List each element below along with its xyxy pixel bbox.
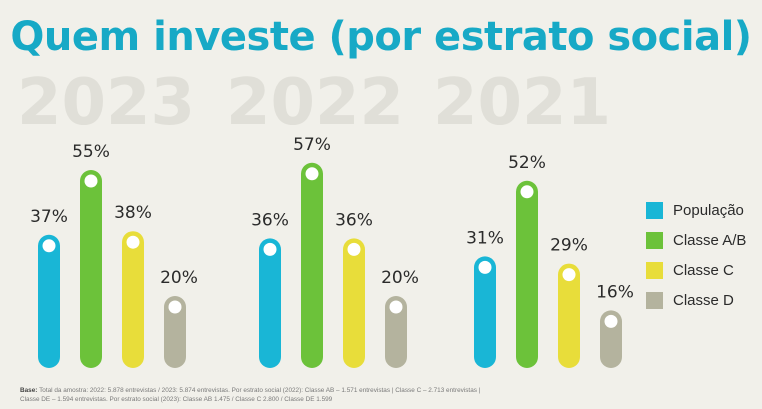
value-label-2023-classe-d: 20% — [160, 268, 198, 288]
bar-dot-2023-classe-c — [126, 235, 140, 249]
legend-item-classe-c: Classe C — [646, 256, 746, 284]
bar-dot-2022-classe-d — [389, 300, 403, 314]
value-label-2023-popula-o: 37% — [30, 207, 68, 227]
legend-label-classe-ab: Classe A/B — [673, 231, 747, 249]
value-label-2022-classe-c: 36% — [335, 210, 373, 230]
legend-label-populacao: População — [673, 201, 744, 219]
bar-2021-classe-a-b — [516, 180, 538, 368]
footnote-label: Base: — [20, 387, 38, 394]
footnote-line2: Classe DE – 1.594 entrevistas. Por estra… — [20, 396, 333, 403]
value-label-2021-classe-d: 16% — [596, 282, 634, 302]
legend-item-classe-d: Classe D — [646, 286, 746, 314]
bar-2022-classe-d — [385, 296, 407, 368]
footnote-line1: Total da amostra: 2022: 5.878 entrevista… — [39, 387, 481, 394]
legend-swatch-classe-ab — [646, 231, 663, 249]
bar-dot-2023-popula-o — [42, 239, 56, 253]
bar-dot-2021-classe-c — [562, 268, 576, 282]
legend-item-populacao: População — [646, 196, 746, 224]
bar-2022-popula-o — [259, 238, 281, 368]
legend-label-classe-c: Classe C — [673, 261, 734, 279]
legend-swatch-classe-d — [646, 291, 663, 309]
legend-item-classe-ab: Classe A/B — [646, 226, 746, 254]
bar-dot-2021-classe-d — [604, 314, 618, 328]
bar-2022-classe-a-b — [301, 162, 323, 368]
bar-2023-classe-a-b — [80, 170, 102, 368]
chart-title: Quem investe (por estrato social) — [10, 14, 752, 60]
bar-dot-2023-classe-a-b — [84, 174, 98, 188]
bar-dot-2022-popula-o — [263, 242, 277, 256]
bar-dot-2021-popula-o — [478, 260, 492, 274]
year-label-2021: 2021 — [433, 66, 611, 140]
bar-2022-classe-c — [343, 238, 365, 368]
bar-dot-2021-classe-a-b — [520, 185, 534, 199]
legend-swatch-classe-c — [646, 261, 663, 279]
value-label-2021-classe-a-b: 52% — [508, 153, 546, 173]
value-label-2021-classe-c: 29% — [550, 236, 588, 256]
value-label-2023-classe-c: 38% — [114, 203, 152, 223]
value-label-2022-classe-d: 20% — [381, 268, 419, 288]
footnote: Base: Total da amostra: 2022: 5.878 entr… — [20, 386, 740, 404]
legend-swatch-populacao — [646, 201, 663, 219]
bar-dot-2023-classe-d — [168, 300, 182, 314]
year-label-2023: 2023 — [17, 66, 195, 140]
bar-2021-popula-o — [474, 256, 496, 368]
value-label-2021-popula-o: 31% — [466, 228, 504, 248]
bar-dot-2022-classe-a-b — [305, 167, 319, 181]
value-label-2023-classe-a-b: 55% — [72, 142, 110, 162]
bar-dot-2022-classe-c — [347, 242, 361, 256]
year-label-2022: 2022 — [226, 66, 404, 140]
value-label-2022-classe-a-b: 57% — [293, 135, 331, 155]
bar-2023-classe-c — [122, 231, 144, 368]
bar-2023-popula-o — [38, 234, 60, 368]
bar-2021-classe-c — [558, 263, 580, 368]
value-label-2022-popula-o: 36% — [251, 210, 289, 230]
legend: População Classe A/B Classe C Classe D — [646, 196, 746, 316]
bar-2023-classe-d — [164, 296, 186, 368]
legend-label-classe-d: Classe D — [673, 291, 734, 309]
